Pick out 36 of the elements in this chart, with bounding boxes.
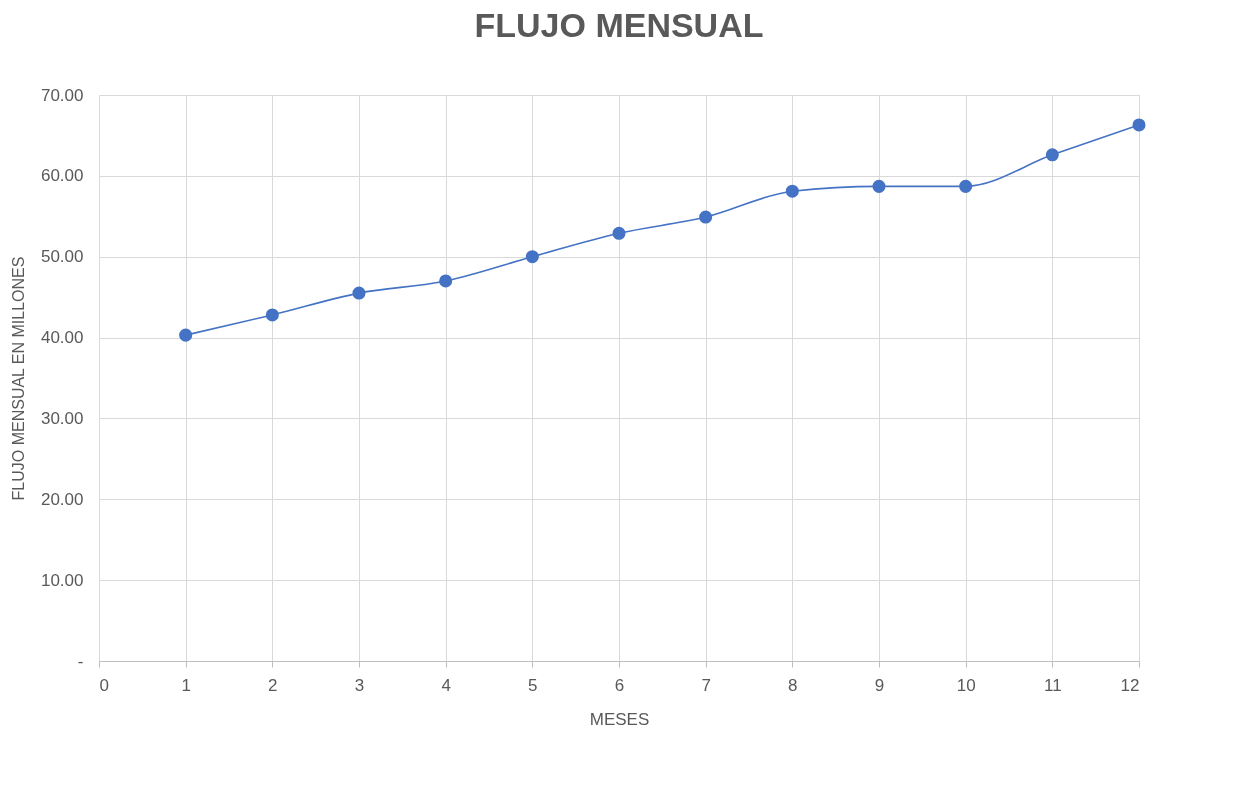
point xyxy=(1045,148,1059,162)
x-tick-label: 7 xyxy=(701,675,711,695)
x-tick-label: 8 xyxy=(788,675,798,695)
point xyxy=(179,328,193,342)
point xyxy=(959,179,973,193)
point xyxy=(612,226,626,240)
x-tick-label: 4 xyxy=(441,675,451,695)
chart-title: FLUJO MENSUAL xyxy=(474,6,764,44)
x-tick-label: 5 xyxy=(528,675,538,695)
point xyxy=(525,250,539,264)
point xyxy=(1132,118,1146,132)
y-tick-label: 70.00 xyxy=(40,85,84,105)
y-tick-label: 10.00 xyxy=(40,570,84,590)
y-tick-label: - xyxy=(77,651,84,671)
point xyxy=(439,274,453,288)
x-tick-label: 6 xyxy=(614,675,625,695)
y-tick-label: 40.00 xyxy=(40,328,84,348)
point xyxy=(265,308,279,322)
x-tick-label: 1 xyxy=(181,675,191,695)
y-tick-label: 30.00 xyxy=(40,408,84,428)
x-tick-label: 10 xyxy=(956,675,976,695)
x-tick-label: 0 xyxy=(99,675,109,695)
y-tick-label: 50.00 xyxy=(40,247,84,267)
x-axis-title: MESES xyxy=(589,709,650,729)
y-tick-label: 20.00 xyxy=(40,489,84,509)
point xyxy=(699,210,713,224)
x-tick-label: 3 xyxy=(354,675,365,695)
x-tick-label: 9 xyxy=(874,675,885,695)
y-axis-title: FLUJO MENSUAL EN MILLONES xyxy=(9,256,27,501)
point xyxy=(872,179,886,193)
point xyxy=(785,184,799,198)
x-tick-label: 12 xyxy=(1120,675,1140,695)
x-tick-label: 11 xyxy=(1044,675,1062,695)
point xyxy=(352,286,366,300)
y-tick-label: 60.00 xyxy=(40,166,84,186)
x-tick-label: 2 xyxy=(268,675,278,695)
